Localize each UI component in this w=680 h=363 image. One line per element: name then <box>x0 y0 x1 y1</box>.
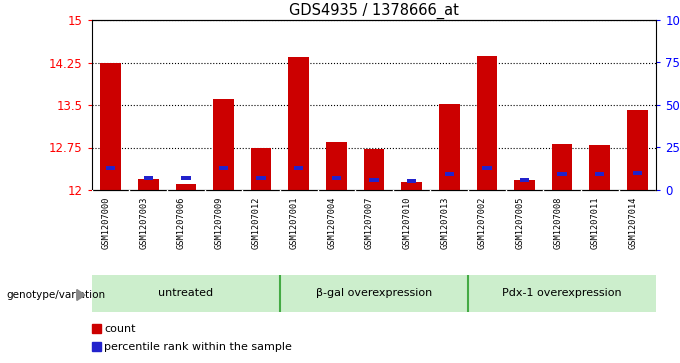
Bar <box>558 172 567 176</box>
Text: GSM1207002: GSM1207002 <box>478 197 487 249</box>
Bar <box>138 179 158 190</box>
Bar <box>143 176 153 180</box>
Bar <box>514 180 535 190</box>
Bar <box>106 166 116 170</box>
Text: GSM1207010: GSM1207010 <box>403 197 411 249</box>
Bar <box>256 176 266 180</box>
Bar <box>632 171 642 175</box>
Text: GSM1207014: GSM1207014 <box>628 197 637 249</box>
Bar <box>280 275 468 312</box>
Text: GSM1207012: GSM1207012 <box>252 197 261 249</box>
Bar <box>219 166 228 170</box>
Bar <box>595 172 605 176</box>
Text: GSM1207013: GSM1207013 <box>440 197 449 249</box>
Bar <box>213 99 234 190</box>
Text: GSM1207004: GSM1207004 <box>327 197 337 249</box>
Bar <box>92 275 280 312</box>
Bar <box>407 179 416 183</box>
Text: GSM1207000: GSM1207000 <box>101 197 111 249</box>
Text: untreated: untreated <box>158 289 214 298</box>
Text: GSM1207009: GSM1207009 <box>214 197 224 249</box>
Bar <box>369 178 379 182</box>
Bar <box>401 182 422 190</box>
Bar <box>288 57 309 190</box>
Text: GSM1207003: GSM1207003 <box>139 197 148 249</box>
Bar <box>439 104 460 190</box>
Bar <box>175 184 197 190</box>
Text: genotype/variation: genotype/variation <box>7 290 106 300</box>
Bar <box>181 176 190 180</box>
Bar <box>332 176 341 180</box>
Bar <box>294 166 303 170</box>
Text: GSM1207007: GSM1207007 <box>365 197 374 249</box>
Text: Pdx-1 overexpression: Pdx-1 overexpression <box>503 289 622 298</box>
Bar <box>100 62 121 190</box>
Bar <box>590 145 610 190</box>
Bar <box>627 110 648 190</box>
Text: GSM1207011: GSM1207011 <box>591 197 600 249</box>
Bar <box>477 56 497 190</box>
Bar <box>482 166 492 170</box>
Bar <box>326 142 347 190</box>
Text: GSM1207005: GSM1207005 <box>515 197 524 249</box>
Text: GSM1207008: GSM1207008 <box>553 197 562 249</box>
Text: β-gal overexpression: β-gal overexpression <box>316 289 432 298</box>
Bar <box>468 275 656 312</box>
Text: count: count <box>104 324 135 334</box>
Bar <box>364 149 384 190</box>
Title: GDS4935 / 1378666_at: GDS4935 / 1378666_at <box>289 3 459 19</box>
Bar <box>520 178 529 182</box>
Bar <box>251 147 271 190</box>
Bar <box>551 143 573 190</box>
Bar <box>445 172 454 176</box>
Text: GSM1207006: GSM1207006 <box>177 197 186 249</box>
Text: GSM1207001: GSM1207001 <box>290 197 299 249</box>
Text: percentile rank within the sample: percentile rank within the sample <box>104 342 292 352</box>
